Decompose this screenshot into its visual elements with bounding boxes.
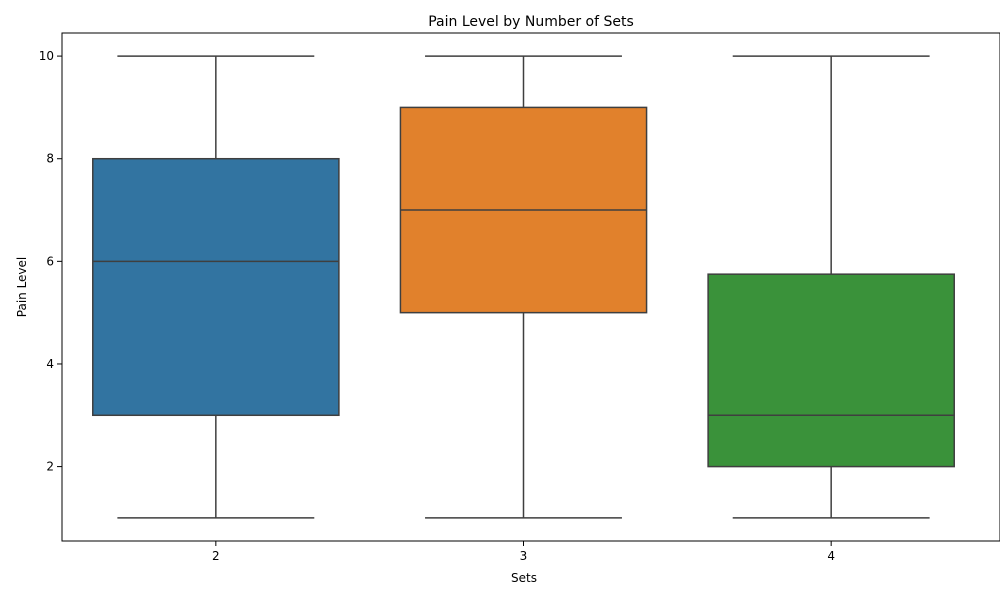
x-axis: 2 3 4 <box>212 541 835 563</box>
x-tick-label: 2 <box>212 549 220 563</box>
y-tick-label: 4 <box>46 357 54 371</box>
plot-frame <box>61 32 1000 542</box>
y-tick-label: 2 <box>46 460 54 474</box>
x-axis-label: Sets <box>511 571 537 585</box>
y-tick-label: 6 <box>46 254 54 268</box>
iqr-box <box>707 273 955 468</box>
x-tick-label: 3 <box>520 549 528 563</box>
iqr-box <box>92 157 340 417</box>
box-4 <box>707 55 955 519</box>
y-axis: 2 4 6 8 10 <box>39 49 62 474</box>
y-axis-label: Pain Level <box>15 257 29 317</box>
y-tick-label: 10 <box>39 49 54 63</box>
y-tick-label: 8 <box>46 152 54 166</box>
x-tick-label: 4 <box>827 549 835 563</box>
chart-title: Pain Level by Number of Sets <box>428 14 634 30</box>
box-3 <box>399 55 648 519</box>
boxes-group <box>92 55 955 519</box>
box-2 <box>92 55 340 519</box>
